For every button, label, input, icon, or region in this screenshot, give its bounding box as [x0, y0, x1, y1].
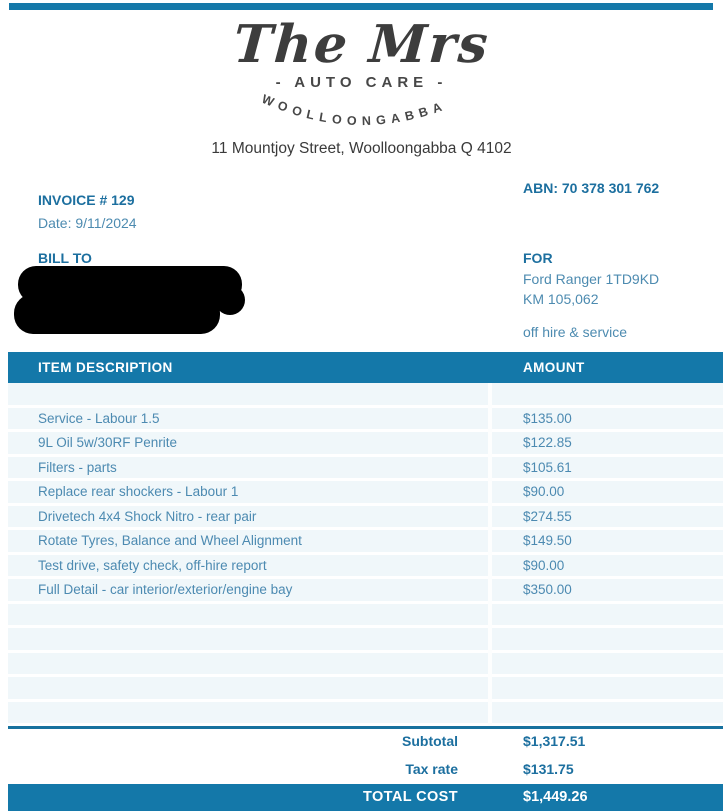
item-amount-cell: $90.00 — [523, 484, 565, 499]
vehicle-odometer: KM 105,062 — [523, 291, 599, 307]
top-accent-bar — [9, 3, 713, 10]
item-description-cell: Full Detail - car interior/exterior/engi… — [38, 582, 293, 597]
item-amount-cell: $274.55 — [523, 508, 572, 524]
item-description-cell: Test drive, safety check, off-hire repor… — [38, 557, 267, 573]
subtotal-row: Subtotal $1,317.51 — [8, 733, 723, 755]
table-row: 9L Oil 5w/30RF Penrite $122.85 — [8, 432, 723, 457]
item-amount-cell: $149.50 — [523, 533, 572, 548]
item-amount-cell: $350.00 — [523, 582, 572, 597]
table-row — [8, 701, 723, 726]
brand-arc-text: WOOLLOONGABBA — [259, 92, 448, 128]
total-cost-value: $1,449.26 — [523, 789, 588, 805]
total-cost-label: TOTAL COST — [362, 789, 458, 805]
table-row: Service - Labour 1.5 $135.00 — [8, 407, 723, 432]
item-description-cell: Replace rear shockers - Labour 1 — [38, 484, 239, 499]
invoice-number: INVOICE # 129 — [38, 192, 135, 208]
item-amount-cell: $105.61 — [523, 459, 572, 475]
table-row: Test drive, safety check, off-hire repor… — [8, 554, 723, 579]
svg-text:WOOLLOONGABBA: WOOLLOONGABBA — [259, 92, 448, 128]
table-row — [8, 628, 723, 653]
item-description-cell: Drivetech 4x4 Shock Nitro - rear pair — [38, 508, 257, 524]
table-row — [8, 677, 723, 702]
brand-tagline: - AUTO CARE - — [275, 74, 448, 92]
item-description-cell: Service - Labour 1.5 — [38, 410, 160, 426]
table-row: Rotate Tyres, Balance and Wheel Alignmen… — [8, 530, 723, 555]
logo: The Mrs - AUTO CARE - WOOLLOONGABBA — [0, 14, 723, 139]
item-amount-cell: $135.00 — [523, 410, 572, 426]
table-row: Replace rear shockers - Labour 1 $90.00 — [8, 481, 723, 506]
bill-to-label: BILL TO — [38, 250, 92, 266]
header-item-description: ITEM DESCRIPTION — [38, 360, 173, 375]
redaction-marker — [14, 266, 245, 334]
table-row — [8, 383, 723, 408]
abn-number: ABN: 70 378 301 762 — [523, 180, 660, 196]
table-row: Drivetech 4x4 Shock Nitro - rear pair $2… — [8, 505, 723, 530]
item-amount-cell: $90.00 — [523, 557, 565, 573]
item-description-cell: Rotate Tyres, Balance and Wheel Alignmen… — [38, 533, 302, 548]
tax-row: Tax rate $131.75 — [8, 761, 723, 783]
item-description-cell: 9L Oil 5w/30RF Penrite — [38, 435, 178, 450]
column-divider — [488, 383, 492, 726]
for-label: FOR — [523, 250, 553, 266]
table-row — [8, 652, 723, 677]
business-address: 11 Mountjoy Street, Woolloongabba Q 4102 — [211, 140, 512, 157]
table-row: Filters - parts $105.61 — [8, 456, 723, 481]
table-row — [8, 603, 723, 628]
header-amount: AMOUNT — [523, 360, 585, 375]
table-row: Full Detail - car interior/exterior/engi… — [8, 579, 723, 604]
invoice-rows: Service - Labour 1.5 $135.00 9L Oil 5w/3… — [8, 383, 723, 726]
totals-separator-line — [8, 726, 723, 729]
total-cost-bar: TOTAL COST $1,449.26 — [8, 784, 723, 811]
service-note: off hire & service — [523, 324, 628, 340]
table-header: ITEM DESCRIPTION AMOUNT — [8, 352, 723, 383]
subtotal-value: $1,317.51 — [523, 733, 586, 749]
tax-rate-label: Tax rate — [405, 761, 458, 777]
brand-name: The Mrs — [231, 14, 492, 75]
item-description-cell: Filters - parts — [38, 459, 117, 475]
subtotal-label: Subtotal — [402, 733, 458, 749]
tax-rate-value: $131.75 — [523, 761, 574, 777]
item-amount-cell: $122.85 — [523, 435, 572, 450]
vehicle-description: Ford Ranger 1TD9KD — [523, 271, 660, 287]
invoice-date: Date: 9/11/2024 — [38, 215, 137, 231]
